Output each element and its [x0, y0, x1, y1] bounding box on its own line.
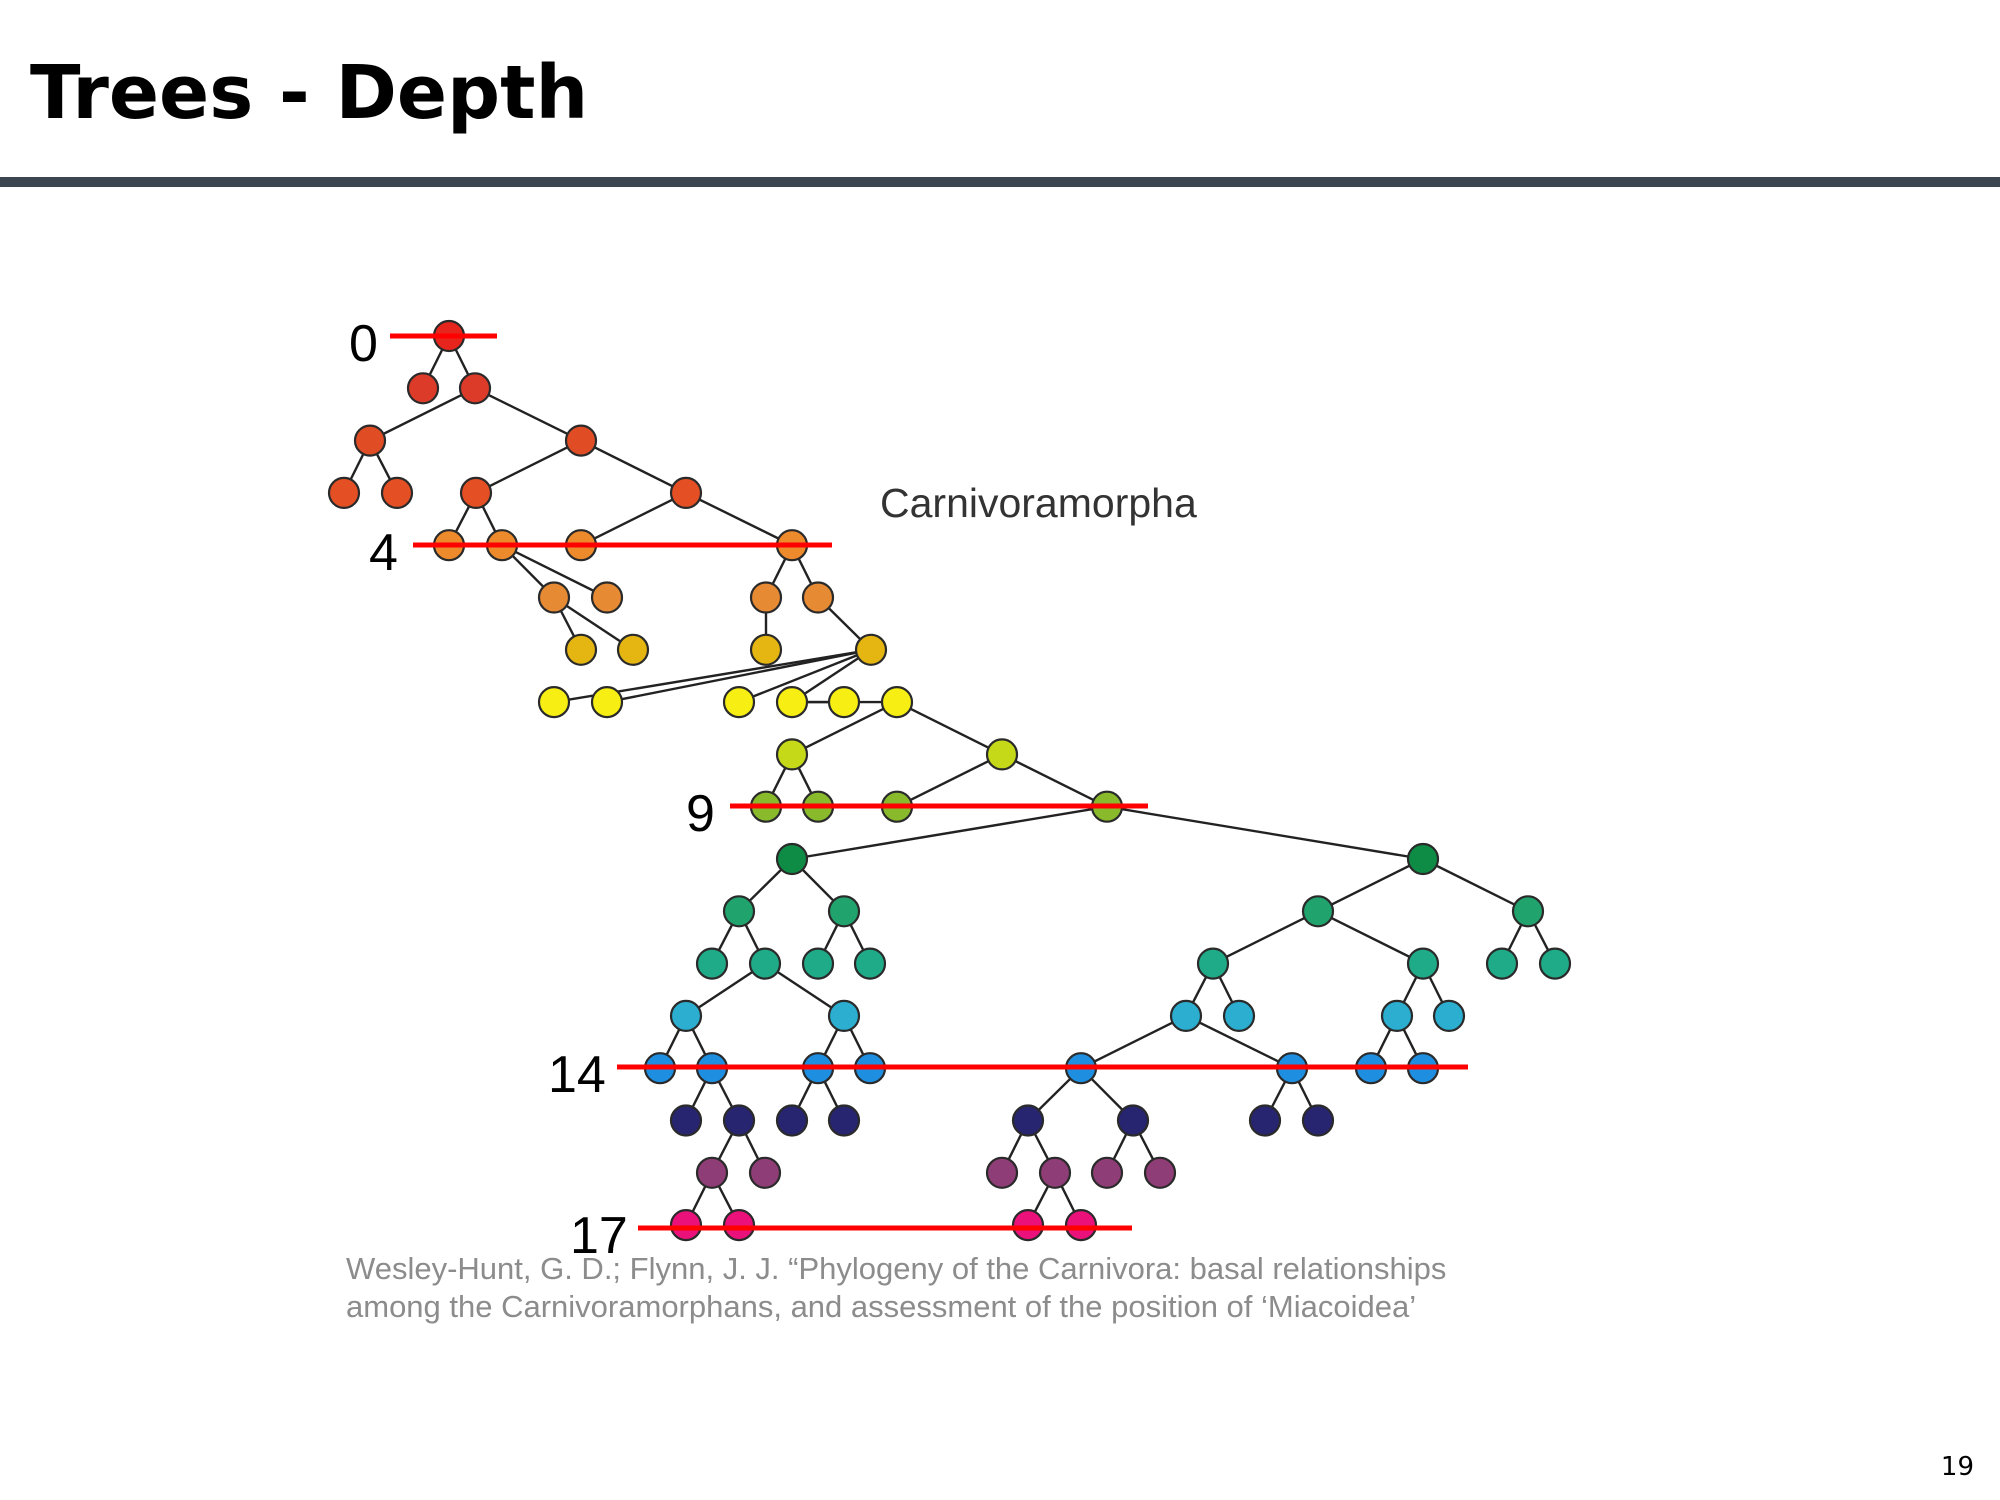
tree-node — [564, 633, 598, 666]
tree-edge — [580, 439, 687, 494]
tree-edge — [896, 753, 1003, 808]
tree-node — [590, 581, 624, 614]
tree-node — [748, 1156, 782, 1189]
depth-markers — [390, 333, 1468, 1231]
tree-edge — [1185, 1014, 1293, 1070]
tree-node — [854, 633, 888, 666]
tree-node — [353, 424, 387, 457]
tree-edge — [791, 805, 1108, 861]
tree-caption: Carnivoramorpha — [880, 480, 1197, 526]
tree-node — [1011, 1208, 1045, 1242]
tree-node — [1064, 1208, 1098, 1242]
tree-node — [1538, 947, 1572, 980]
tree-node — [722, 895, 756, 928]
tree-node — [1301, 1104, 1335, 1137]
citation-line-1: Wesley-Hunt, G. D.; Flynn, J. J. “Phylog… — [346, 1251, 1447, 1286]
page-number: 19 — [1940, 1452, 1974, 1482]
tree-node — [1169, 999, 1203, 1033]
tree-node — [459, 476, 493, 509]
tree-node — [1196, 947, 1230, 980]
tree-node — [695, 947, 729, 980]
citation-line-2: among the Carnivoramorphans, and assessm… — [346, 1289, 1417, 1324]
tree-node — [669, 999, 703, 1033]
tree-node — [669, 1208, 703, 1242]
tree-node — [669, 1104, 703, 1137]
tree-node — [1432, 999, 1466, 1033]
tree-edge — [475, 439, 582, 494]
tree-node — [775, 842, 809, 876]
slide-title: Trees - Depth — [30, 50, 589, 136]
tree-node — [722, 685, 756, 719]
depth-label-14: 14 — [548, 1046, 606, 1104]
tree-edge — [501, 544, 608, 599]
depth-label-0: 0 — [349, 315, 378, 373]
tree-node — [1406, 842, 1440, 876]
tree-node — [695, 1156, 729, 1189]
tree-node — [853, 947, 887, 980]
tree-node — [722, 1208, 756, 1242]
tree-edge — [738, 648, 872, 704]
citation: Wesley-Hunt, G. D.; Flynn, J. J. “Phylog… — [346, 1250, 1646, 1326]
tree-edges — [342, 335, 1557, 1226]
tree-edge — [896, 701, 1003, 756]
tree-node — [1090, 1156, 1124, 1189]
tree-edge — [606, 648, 872, 704]
tree-node — [590, 685, 624, 719]
title-divider — [0, 177, 2000, 187]
tree-node — [1143, 1156, 1177, 1189]
tree-node — [1380, 999, 1414, 1033]
tree-edge — [1422, 857, 1529, 913]
tree-node — [1485, 947, 1519, 980]
tree-edge — [1317, 910, 1424, 965]
tree-edge — [1317, 857, 1424, 913]
tree-node — [380, 476, 414, 509]
tree-node — [801, 581, 835, 614]
tree-edge — [580, 491, 687, 547]
tree-node — [564, 424, 598, 457]
tree-edge — [474, 387, 582, 442]
tree-edge — [1001, 753, 1108, 808]
tree-node — [458, 372, 492, 405]
tree-node — [1038, 1156, 1072, 1189]
tree-node — [616, 633, 650, 666]
tree-node — [1406, 947, 1440, 980]
tree-node — [827, 895, 861, 928]
tree-node — [827, 1104, 861, 1137]
tree-edge — [1080, 1014, 1187, 1070]
tree-edge — [1212, 910, 1319, 965]
tree-node — [1011, 1104, 1045, 1137]
tree-node — [775, 685, 809, 719]
tree-node — [669, 476, 703, 509]
depth-label-17: 17 — [570, 1207, 628, 1265]
tree-edge — [791, 701, 898, 756]
tree-node — [827, 999, 861, 1033]
tree-node — [985, 738, 1019, 771]
depth-label-9: 9 — [686, 785, 715, 843]
tree-node — [327, 476, 361, 509]
tree-edge — [369, 387, 476, 442]
tree-node — [880, 685, 914, 719]
tree-node — [749, 581, 783, 614]
depth-label-4: 4 — [369, 524, 398, 582]
tree-node — [985, 1156, 1019, 1189]
tree-node — [801, 947, 835, 980]
tree-node — [1222, 999, 1256, 1033]
tree-node — [1248, 1104, 1282, 1137]
tree-edge — [1106, 805, 1424, 861]
tree-node — [749, 633, 783, 666]
tree-node — [1301, 895, 1335, 928]
tree-node — [537, 581, 571, 614]
tree-node — [775, 738, 809, 771]
tree-node — [775, 1104, 809, 1137]
tree-node — [1116, 1104, 1150, 1137]
tree-node — [748, 947, 782, 980]
tree-edge — [685, 491, 793, 547]
tree-node — [722, 1104, 756, 1137]
tree-node — [406, 372, 440, 405]
tree-node — [827, 685, 861, 719]
tree-node — [1511, 895, 1545, 928]
tree-node — [537, 685, 571, 719]
